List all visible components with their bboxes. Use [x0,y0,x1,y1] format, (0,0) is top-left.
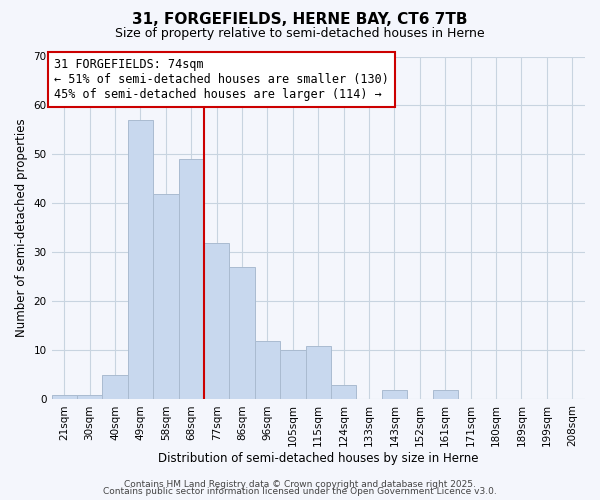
Bar [331,385,356,400]
Bar [433,390,458,400]
Bar [305,346,331,400]
Bar [255,340,280,400]
Bar [204,242,229,400]
Bar [229,267,255,400]
Y-axis label: Number of semi-detached properties: Number of semi-detached properties [15,118,28,338]
Bar [153,194,179,400]
Text: Contains HM Land Registry data © Crown copyright and database right 2025.: Contains HM Land Registry data © Crown c… [124,480,476,489]
Text: 31, FORGEFIELDS, HERNE BAY, CT6 7TB: 31, FORGEFIELDS, HERNE BAY, CT6 7TB [132,12,468,28]
Bar [128,120,153,400]
Bar [179,160,204,400]
Text: Size of property relative to semi-detached houses in Herne: Size of property relative to semi-detach… [115,28,485,40]
Bar [103,375,128,400]
Bar [77,394,103,400]
Text: 31 FORGEFIELDS: 74sqm
← 51% of semi-detached houses are smaller (130)
45% of sem: 31 FORGEFIELDS: 74sqm ← 51% of semi-deta… [54,58,389,101]
Bar [280,350,305,400]
Bar [382,390,407,400]
Text: Contains public sector information licensed under the Open Government Licence v3: Contains public sector information licen… [103,488,497,496]
Bar [52,394,77,400]
X-axis label: Distribution of semi-detached houses by size in Herne: Distribution of semi-detached houses by … [158,452,479,465]
